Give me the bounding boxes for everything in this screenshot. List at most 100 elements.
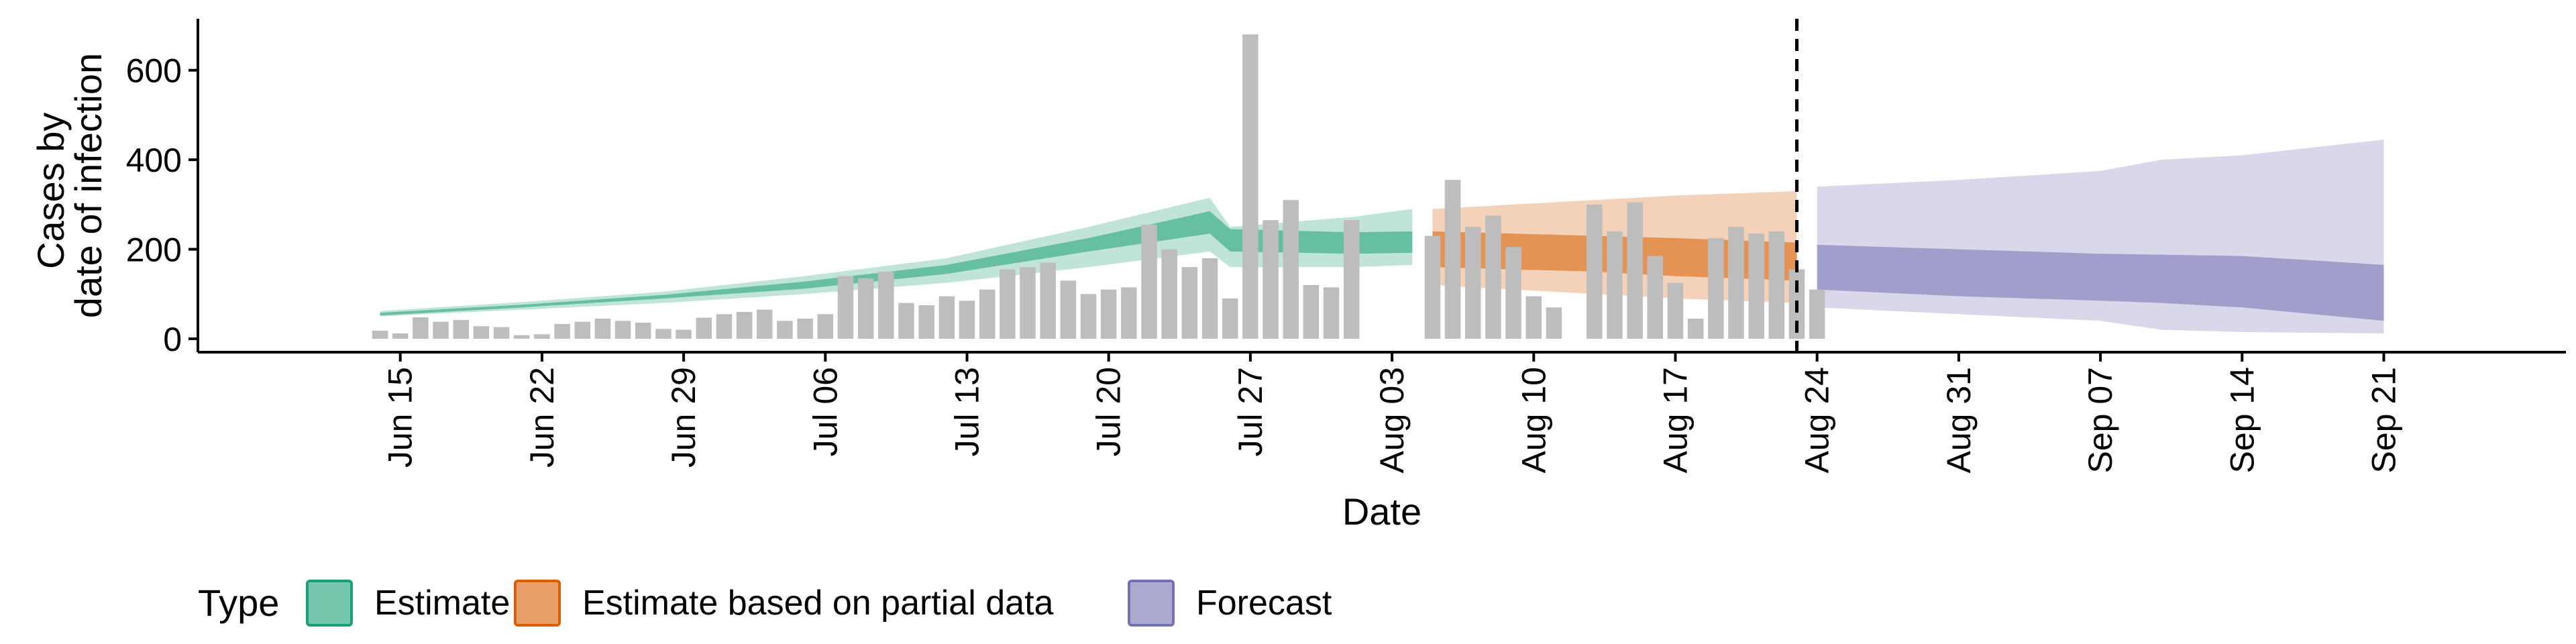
case-bar (1444, 180, 1461, 339)
case-bar (1263, 220, 1279, 339)
y-axis-title-line-1: Cases by (30, 113, 72, 269)
x-tick-label: Jun 22 (523, 367, 561, 468)
x-tick-label: Aug 31 (1940, 367, 1978, 473)
x-tick-label: Sep 07 (2082, 367, 2119, 473)
case-bar (938, 296, 955, 339)
y-tick-label: 400 (126, 142, 182, 179)
estimate-based-on-partial-data-legend-swatch (514, 580, 561, 627)
case-bar (1465, 227, 1481, 339)
case-bar (554, 324, 570, 339)
y-axis-title: Cases by date of infection (30, 53, 109, 318)
forecast-legend-swatch (1128, 580, 1175, 627)
y-tick-label: 0 (163, 321, 182, 358)
case-bar (878, 271, 894, 339)
case-bar (635, 323, 651, 339)
case-bar (1424, 235, 1441, 339)
case-bar (372, 331, 388, 339)
x-tick-label: Sep 21 (2365, 367, 2402, 473)
case-bar (1525, 296, 1542, 339)
case-bar (797, 319, 813, 339)
case-bar (1809, 289, 1825, 339)
case-bar (1100, 289, 1117, 339)
case-bar (453, 320, 469, 339)
legend-title: Type (198, 582, 279, 624)
x-tick-label: Jul 20 (1090, 367, 1128, 456)
case-bar (1344, 220, 1360, 339)
case-bar (1000, 269, 1016, 339)
case-bar (1060, 280, 1077, 339)
case-bar (1242, 34, 1258, 339)
y-tick-label: 600 (126, 52, 182, 90)
y-axis-ticks: 0 200 400 600 (126, 52, 198, 358)
case-bar (1667, 282, 1684, 339)
case-bar (392, 333, 409, 339)
x-tick-label: Jul 27 (1232, 367, 1269, 456)
x-tick-label: Sep 14 (2223, 367, 2261, 473)
x-tick-label: Jul 13 (948, 367, 985, 456)
case-bar (514, 335, 530, 339)
y-axis-title-line-2: date of infection (67, 53, 109, 318)
case-bar (1647, 256, 1663, 339)
uncertainty-bands (380, 140, 2384, 333)
axes (197, 19, 2566, 354)
case-bar (777, 321, 793, 339)
case-bar (1222, 298, 1238, 339)
x-axis-ticks: Jun 15 Jun 22 Jun 29 Jul 06 Jul 13 Jul 20 Jul … (382, 352, 2402, 473)
case-bar (918, 305, 934, 339)
case-bar (1201, 258, 1218, 339)
case-bar (1708, 237, 1724, 339)
case-bar (1607, 231, 1623, 339)
case-bar (1141, 224, 1157, 339)
case-bar (655, 329, 672, 339)
legend: Type Estimate Estimate based on partial d… (198, 580, 1332, 627)
case-bar (1485, 215, 1501, 339)
case-bar (413, 317, 429, 339)
case-bar (1323, 287, 1340, 339)
case-bar (1768, 231, 1785, 339)
x-tick-label: Aug 03 (1373, 367, 1411, 473)
case-bar (1303, 284, 1320, 339)
case-bar (837, 276, 854, 339)
x-tick-label: Jun 29 (665, 367, 702, 468)
x-tick-label: Aug 24 (1799, 367, 1836, 473)
case-bar (1687, 319, 1704, 339)
case-bar (574, 321, 590, 339)
case-bar (1728, 227, 1744, 339)
case-bar (757, 309, 773, 339)
case-bar (614, 321, 631, 339)
x-axis-title: Date (1342, 490, 1421, 533)
case-bar (433, 321, 449, 339)
estimate-based-on-partial-data-legend-label: Estimate based on partial data (582, 584, 1054, 623)
x-tick-label: Jul 06 (806, 367, 844, 456)
case-bar (1020, 267, 1036, 339)
case-bar (493, 327, 510, 339)
case-bar (473, 326, 490, 339)
case-bar (594, 319, 611, 339)
x-tick-label: Aug 17 (1656, 367, 1694, 473)
case-bar (857, 278, 874, 339)
case-bar (716, 314, 733, 339)
case-bars (372, 34, 1825, 339)
case-bar (1181, 267, 1198, 339)
case-bar (1546, 307, 1562, 339)
case-bar (817, 314, 833, 339)
case-bar (1283, 200, 1299, 339)
case-bar (1121, 287, 1137, 339)
case-bar (676, 329, 692, 339)
x-tick-label: Jun 15 (382, 367, 419, 468)
forecast-50-band (1817, 244, 2384, 321)
case-bar (696, 317, 712, 339)
y-tick-label: 200 (126, 231, 182, 269)
estimate-legend-label: Estimate (374, 584, 510, 623)
case-bar (534, 334, 550, 339)
case-bar (1748, 233, 1764, 339)
case-bar (1080, 294, 1097, 339)
case-bar (1627, 202, 1643, 339)
case-bar (959, 301, 975, 339)
x-tick-label: Aug 10 (1515, 367, 1552, 473)
case-bar (1040, 262, 1056, 339)
case-bar (979, 289, 996, 339)
estimate-legend-swatch (306, 580, 353, 627)
forecast-legend-label: Forecast (1196, 584, 1332, 623)
